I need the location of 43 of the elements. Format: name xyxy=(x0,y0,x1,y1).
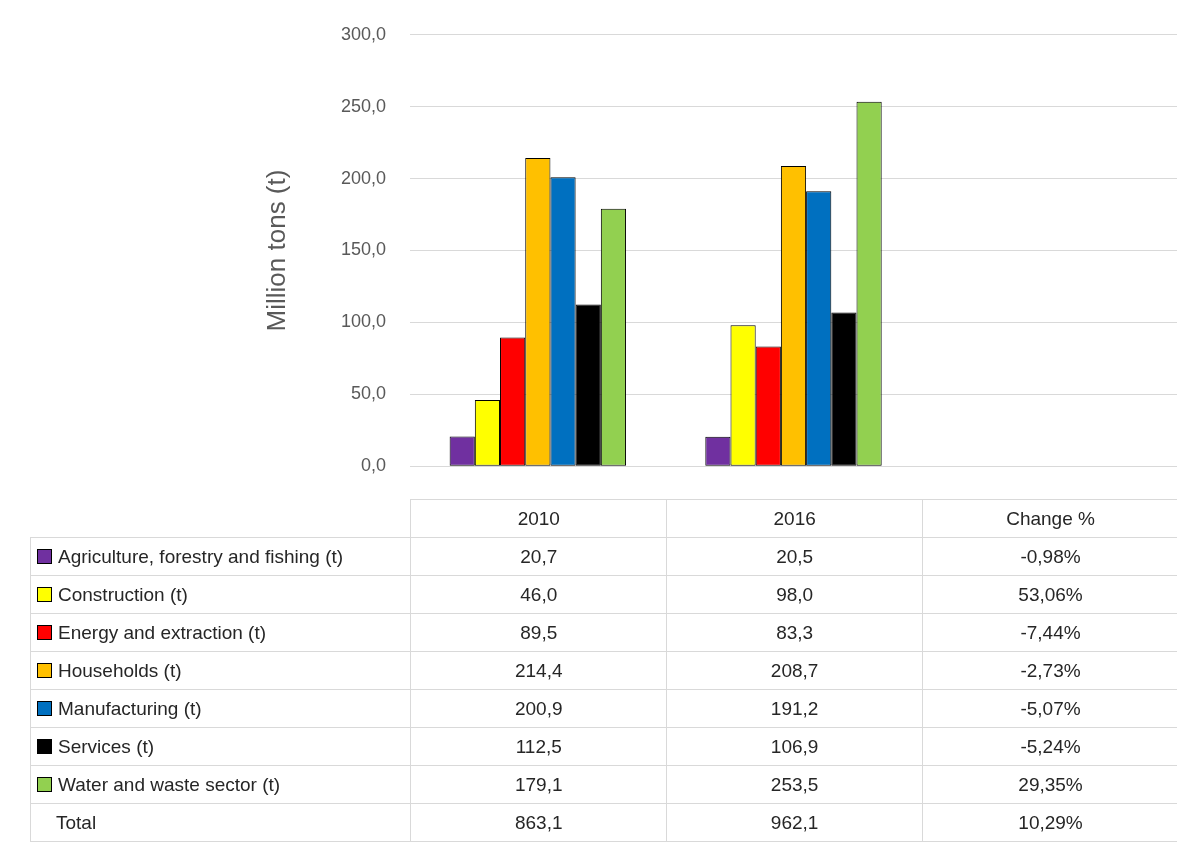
y-tick-label: 50,0 xyxy=(350,383,386,404)
data-label: 208,7 xyxy=(666,651,923,690)
text: -2,73% xyxy=(1020,659,1081,681)
data-label: 20,5 xyxy=(666,537,923,576)
text: -0,98% xyxy=(1020,545,1081,567)
legend-label: Agriculture, forestry and fishing (t) xyxy=(58,545,344,567)
data-label: 253,5 xyxy=(666,765,923,804)
y-tick-label: 0,0 xyxy=(360,455,386,476)
data-label: 98,0 xyxy=(666,575,923,614)
x-tick-label: 2010 xyxy=(410,499,667,538)
data-label: 46,0 xyxy=(410,575,667,614)
text: 863,1 xyxy=(410,803,667,842)
data-label: 179,1 xyxy=(410,765,667,804)
text: 10,29% xyxy=(922,803,1177,842)
y-tick-label: 150,0 xyxy=(340,239,386,260)
legend-label: Manufacturing (t) xyxy=(58,697,202,719)
y-tick-label: 200,0 xyxy=(340,167,386,188)
text: -5,07% xyxy=(1020,697,1081,719)
data-label: 112,5 xyxy=(410,727,667,766)
text: Total xyxy=(30,803,411,842)
text: 29,35% xyxy=(1018,773,1083,795)
data-label: 191,2 xyxy=(666,689,923,728)
text: 962,1 xyxy=(666,803,923,842)
data-label: 89,5 xyxy=(410,613,667,652)
y-tick-label: 100,0 xyxy=(340,311,386,332)
x-tick-label: Change % xyxy=(922,499,1177,538)
y-tick-label: 300,0 xyxy=(340,23,386,44)
text: -5,24% xyxy=(1020,735,1081,757)
x-tick-label: 2016 xyxy=(666,499,923,538)
legend-label: Households (t) xyxy=(58,659,182,681)
legend-label: Energy and extraction (t) xyxy=(58,621,267,643)
data-label: 83,3 xyxy=(666,613,923,652)
data-label: 20,7 xyxy=(410,537,667,576)
y-axis-title: Million tons (t) xyxy=(260,169,291,332)
legend-label: Water and waste sector (t) xyxy=(58,773,281,795)
text: -7,44% xyxy=(1020,621,1081,643)
text: 53,06% xyxy=(1018,583,1083,605)
y-tick-label: 250,0 xyxy=(340,95,386,116)
legend-label: Services (t) xyxy=(58,735,155,757)
data-label: 106,9 xyxy=(666,727,923,766)
data-label: 200,9 xyxy=(410,689,667,728)
data-label: 214,4 xyxy=(410,651,667,690)
legend-label: Construction (t) xyxy=(58,583,188,605)
